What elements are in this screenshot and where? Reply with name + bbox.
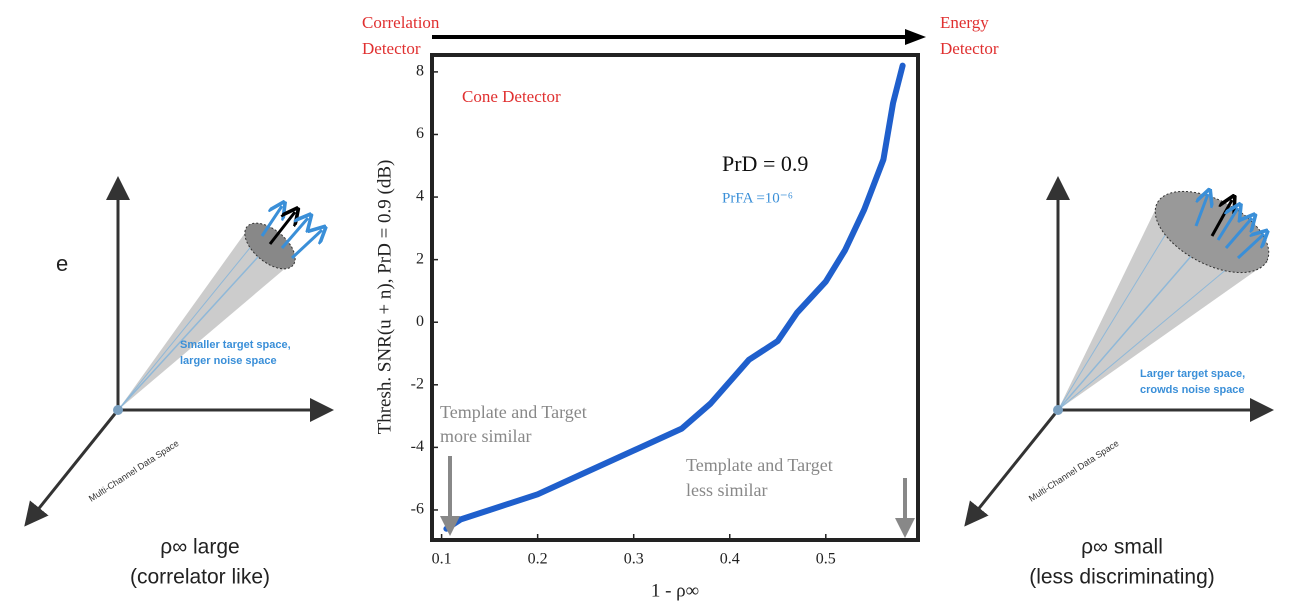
y-tick-label: 2 <box>416 250 424 267</box>
annotation: Template and Target <box>440 402 587 422</box>
annotation: PrD = 0.9 <box>722 151 808 176</box>
x-tick-label: 0.4 <box>720 551 740 568</box>
header-label: Energy <box>940 13 989 32</box>
annotation: Template and Target <box>686 455 833 475</box>
series-label: Cone Detector <box>462 87 561 106</box>
cropped-text: e <box>56 251 68 276</box>
annotation: more similar <box>440 426 531 446</box>
x-tick-label: 0.2 <box>528 551 548 568</box>
caption: ρ∞ small <box>1081 536 1163 559</box>
caption: (less discriminating) <box>1029 566 1215 589</box>
header-label: Correlation <box>362 13 440 32</box>
caption: ρ∞ large <box>160 536 239 559</box>
y-tick-label: 8 <box>416 63 424 80</box>
header-label: Detector <box>940 39 999 58</box>
x-tick-label: 0.3 <box>624 551 644 568</box>
plot: -6 -4 -2 0 2 4 6 8 0.1 0.2 0.3 0.4 0.5 <box>411 62 906 568</box>
header-label: Detector <box>362 39 421 58</box>
line <box>443 62 906 532</box>
arrow-head <box>905 29 926 45</box>
x-tick-label: 0.1 <box>432 551 452 568</box>
diagram-label: Smaller target space, <box>180 339 291 351</box>
y-tick-label: 4 <box>416 188 424 205</box>
diagram-label: Larger target space, <box>1140 368 1245 380</box>
left-diagram <box>24 176 334 527</box>
axis-name: Multi-Channel Data Space <box>1027 438 1121 504</box>
right-diagram <box>964 176 1274 527</box>
caption: (correlator like) <box>130 566 270 589</box>
y-tick-label: -4 <box>411 438 424 455</box>
plot-frame <box>430 53 920 542</box>
y-axis-label: Thresh. SNR(u + n), PrD = 0.9 (dB) <box>374 160 395 435</box>
diagram-label: crowds noise space <box>1140 384 1245 396</box>
y-tick-label: 6 <box>416 125 424 142</box>
y-tick-label: -6 <box>411 501 424 518</box>
annotation: less similar <box>686 480 768 500</box>
y-tick-label: -2 <box>411 375 424 392</box>
x-axis-label: 1 - ρ∞ <box>651 580 699 601</box>
diagram-label: larger noise space <box>180 355 277 367</box>
x-tick-label: 0.5 <box>816 551 836 568</box>
y-tick-label: 0 <box>416 313 424 330</box>
axis-name: Multi-Channel Data Space <box>87 438 181 504</box>
annotation: PrFA =10⁻⁶ <box>722 190 793 206</box>
